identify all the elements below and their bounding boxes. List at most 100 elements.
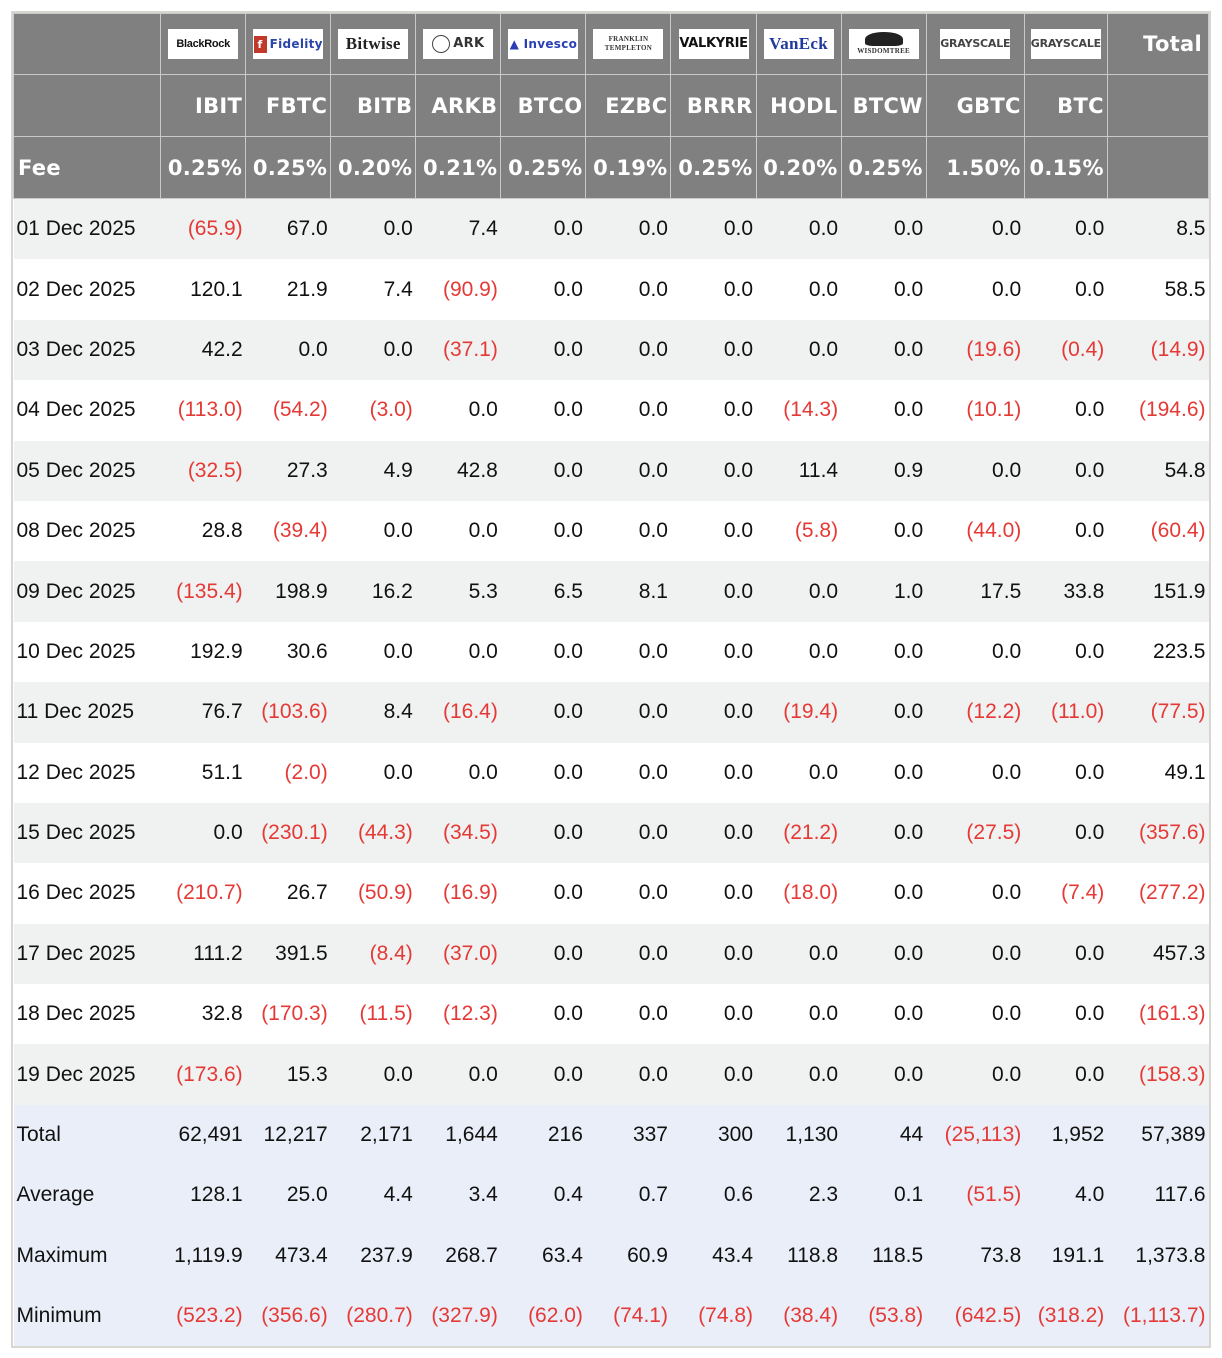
flow-value-cell: (37.0) — [415, 923, 501, 985]
summary-value-cell: 12,217 — [245, 1104, 331, 1166]
flow-value-cell: 6.5 — [500, 561, 586, 622]
flow-value-cell: 0.0 — [926, 923, 1025, 985]
bitcoin-etf-flows-table: BlackRock f Fidelity Bitwise ARK ▲ Invesc… — [12, 13, 1210, 1347]
flow-value-cell: 0.0 — [1024, 440, 1108, 501]
flow-value-cell: (21.2) — [756, 802, 842, 864]
grayscale-logo-icon: GRAYSCALE — [940, 29, 1011, 59]
flow-value-cell: (135.4) — [160, 561, 246, 622]
total-column-header: Total — [1106, 13, 1210, 75]
flow-value-cell: 15.3 — [245, 1044, 331, 1105]
flow-value-cell: 0.0 — [670, 1044, 757, 1105]
corner-cell — [12, 13, 162, 75]
flow-value-cell: (50.9) — [330, 863, 416, 924]
ticker-header: GBTC — [925, 74, 1025, 137]
flow-value-cell: 0.0 — [330, 198, 416, 260]
ticker-header: FBTC — [245, 74, 332, 137]
etf-flows-table-frame: BlackRock f Fidelity Bitwise ARK ▲ Invesc… — [11, 11, 1211, 1349]
flow-value-cell: 0.0 — [585, 259, 671, 320]
flow-value-cell: 0.0 — [670, 259, 757, 320]
flow-value-cell: 0.0 — [926, 984, 1025, 1045]
summary-value-cell: 63.4 — [500, 1225, 586, 1287]
ticker-header: BTCO — [500, 74, 587, 137]
summary-value-cell: 0.6 — [670, 1165, 757, 1226]
summary-value-cell: 191.1 — [1024, 1225, 1108, 1287]
flow-value-cell: 0.0 — [500, 621, 586, 683]
flow-value-cell: (5.8) — [756, 500, 842, 562]
flow-value-cell: 0.0 — [926, 259, 1025, 320]
date-cell: 09 Dec 2025 — [13, 561, 161, 622]
flow-value-cell: 0.0 — [926, 1044, 1025, 1105]
summary-value-cell: 4.4 — [330, 1165, 416, 1226]
flow-value-cell: (113.0) — [160, 380, 246, 441]
table-row: 19 Dec 2025 (173.6) 15.3 0.0 0.0 0.0 0.0 0.0 0.0… — [13, 1044, 1209, 1105]
flow-value-cell: 0.0 — [500, 500, 586, 562]
summary-value-cell: (327.9) — [415, 1286, 501, 1347]
flow-value-cell: 0.0 — [500, 319, 586, 381]
flow-value-cell: (39.4) — [245, 500, 331, 562]
table-row: 11 Dec 2025 76.7 (103.6) 8.4 (16.4) 0.0 0.0 0.0… — [13, 682, 1209, 743]
flow-value-cell: (12.2) — [926, 682, 1025, 743]
row-total-cell: (60.4) — [1107, 500, 1209, 562]
flow-value-cell: 0.0 — [500, 742, 586, 803]
flow-value-cell: 0.0 — [1024, 923, 1108, 985]
table-row: 10 Dec 2025 192.9 30.6 0.0 0.0 0.0 0.0 0.0 0.0 0.… — [13, 621, 1209, 683]
row-total-cell: 49.1 — [1107, 742, 1209, 803]
ticker-header: EZBC — [585, 74, 672, 137]
summary-value-cell: 2,171 — [330, 1104, 416, 1166]
flow-value-cell: 0.0 — [756, 1044, 842, 1105]
row-total-cell: (14.9) — [1107, 319, 1209, 381]
table-row: 16 Dec 2025 (210.7) 26.7 (50.9) (16.9) 0.0 0.0… — [13, 863, 1209, 924]
grayscale-logo-icon: GRAYSCALE — [1030, 29, 1101, 59]
flow-value-cell: (18.0) — [756, 863, 842, 924]
fee-value: 0.20% — [330, 136, 417, 199]
flow-value-cell: 0.0 — [500, 1044, 586, 1105]
summary-value-cell: (53.8) — [841, 1286, 927, 1347]
flow-value-cell: 0.9 — [841, 440, 927, 501]
flow-value-cell: 0.0 — [926, 621, 1025, 683]
flow-value-cell: 192.9 — [160, 621, 246, 683]
flow-value-cell: 0.0 — [1024, 1044, 1108, 1105]
issuer-cell-valkyrie: VALKYRIE — [670, 13, 757, 75]
flow-value-cell: (2.0) — [245, 742, 331, 803]
ticker-header: BTCW — [840, 74, 927, 137]
summary-value-cell: (318.2) — [1024, 1286, 1108, 1347]
flow-value-cell: 0.0 — [585, 863, 671, 924]
valkyrie-logo-icon: VALKYRIE — [678, 29, 749, 59]
flow-value-cell: (230.1) — [245, 802, 331, 864]
flow-value-cell: 0.0 — [585, 984, 671, 1045]
flow-value-cell: (16.4) — [415, 682, 501, 743]
flow-value-cell: 7.4 — [330, 259, 416, 320]
flow-value-cell: 0.0 — [245, 319, 331, 381]
table-row: 04 Dec 2025 (113.0) (54.2) (3.0) 0.0 0.0 0.0 0.… — [13, 380, 1209, 441]
summary-value-cell: 1,119.9 — [160, 1225, 246, 1287]
summary-label: Maximum — [13, 1225, 161, 1287]
flow-value-cell: 0.0 — [500, 984, 586, 1045]
flow-value-cell: (7.4) — [1024, 863, 1108, 924]
summary-value-cell: (642.5) — [926, 1286, 1025, 1347]
summary-value-cell: 118.8 — [756, 1225, 842, 1287]
flow-value-cell: 0.0 — [670, 380, 757, 441]
fee-value: 0.15% — [1023, 136, 1108, 199]
summary-total-cell: 117.6 — [1107, 1165, 1209, 1226]
flow-value-cell: 0.0 — [330, 621, 416, 683]
summary-value-cell: 0.1 — [841, 1165, 927, 1226]
invesco-logo-icon: ▲ Invesco — [508, 29, 579, 59]
summary-value-cell: 62,491 — [160, 1104, 246, 1166]
fidelity-logo-icon: f Fidelity — [253, 29, 324, 59]
row-total-cell: 8.5 — [1107, 198, 1209, 260]
fee-value: 0.21% — [415, 136, 502, 199]
summary-value-cell: 1,952 — [1024, 1104, 1108, 1166]
flow-value-cell: 0.0 — [756, 561, 842, 622]
flow-value-cell: 33.8 — [1024, 561, 1108, 622]
summary-row: Maximum 1,119.9 473.4 237.9 268.7 63.4 60.9 43.… — [13, 1225, 1209, 1287]
summary-value-cell: (74.8) — [670, 1286, 757, 1347]
flow-value-cell: 0.0 — [585, 319, 671, 381]
summary-value-cell: 128.1 — [160, 1165, 246, 1226]
summary-total-cell: 1,373.8 — [1107, 1225, 1209, 1287]
flow-value-cell: 0.0 — [585, 440, 671, 501]
issuer-cell-franklin: FRANKLIN TEMPLETON — [585, 13, 672, 75]
flow-value-cell: 0.0 — [756, 923, 842, 985]
flow-value-cell: 0.0 — [415, 1044, 501, 1105]
flow-value-cell: 0.0 — [670, 500, 757, 562]
flow-value-cell: (210.7) — [160, 863, 246, 924]
